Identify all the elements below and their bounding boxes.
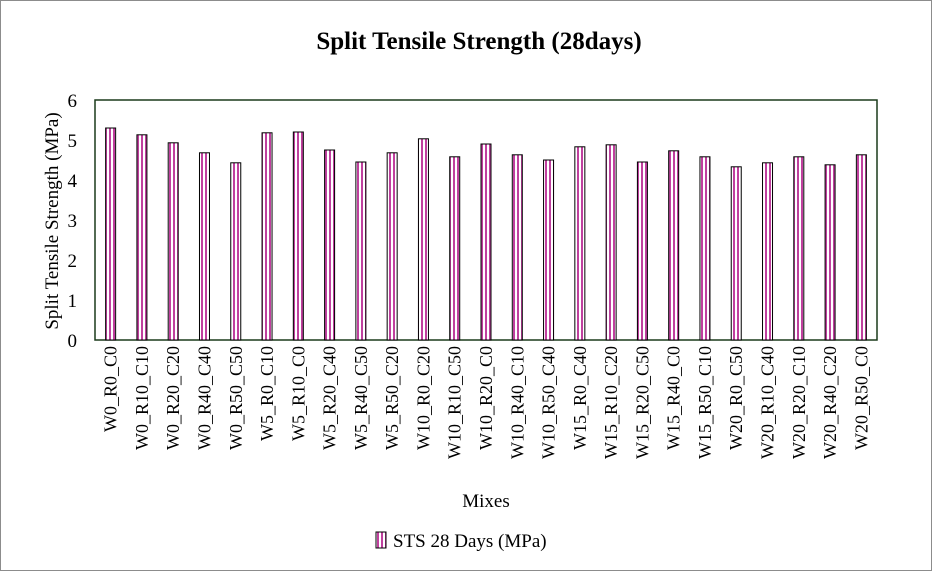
x-tick-label: W0_R40_C40 bbox=[194, 346, 214, 450]
x-tick-label: W15_R0_C40 bbox=[570, 346, 590, 450]
x-tick-label: W0_R20_C20 bbox=[163, 346, 183, 450]
x-tick-label: W15_R10_C20 bbox=[601, 346, 621, 459]
bar-W5_R40_C50 bbox=[355, 161, 367, 341]
x-tick-label: W20_R0_C50 bbox=[726, 346, 746, 450]
bar-W5_R0_C10 bbox=[261, 132, 273, 341]
bar-W10_R0_C20 bbox=[417, 138, 429, 341]
legend-label: STS 28 Days (MPa) bbox=[393, 531, 547, 552]
x-tick-label: W10_R20_C0 bbox=[476, 346, 496, 450]
y-axis-ticks: 0 1 2 3 4 5 6 bbox=[68, 91, 78, 352]
y-tick-label: 2 bbox=[68, 251, 78, 272]
bar-W20_R50_C0 bbox=[855, 154, 867, 341]
bar-W10_R10_C50 bbox=[449, 156, 461, 341]
x-tick-label: W5_R50_C20 bbox=[382, 346, 402, 450]
x-tick-label: W10_R10_C50 bbox=[445, 346, 465, 459]
x-tick-label: W0_R0_C0 bbox=[101, 346, 121, 432]
bar-W15_R40_C0 bbox=[668, 150, 680, 341]
x-tick-label: W10_R0_C20 bbox=[413, 346, 433, 450]
y-tick-label: 1 bbox=[68, 291, 78, 312]
legend: STS 28 Days (MPa) bbox=[375, 531, 547, 552]
bar-W10_R40_C10 bbox=[511, 154, 523, 341]
bar-W20_R20_C10 bbox=[793, 156, 805, 341]
x-tick-label: W5_R20_C40 bbox=[320, 346, 340, 450]
x-tick-label: W20_R10_C40 bbox=[758, 346, 778, 459]
bar-W5_R50_C20 bbox=[386, 152, 398, 341]
bar-W5_R10_C0 bbox=[292, 131, 304, 341]
x-tick-label: W10_R50_C40 bbox=[539, 346, 559, 459]
y-tick-label: 4 bbox=[68, 171, 78, 192]
x-tick-label: W5_R40_C50 bbox=[351, 346, 371, 450]
x-tick-label: W20_R50_C0 bbox=[851, 346, 871, 450]
bar-W20_R10_C40 bbox=[762, 162, 774, 341]
bar-W20_R0_C50 bbox=[730, 166, 742, 341]
chart-title: Split Tensile Strength (28days) bbox=[316, 28, 641, 55]
x-tick-label: W20_R40_C20 bbox=[820, 346, 840, 459]
bar-W0_R40_C40 bbox=[198, 152, 210, 341]
bar-W20_R40_C20 bbox=[824, 164, 836, 341]
y-axis-title: Split Tensile Strength (MPa) bbox=[42, 112, 63, 329]
x-tick-label: W20_R20_C10 bbox=[789, 346, 809, 459]
y-tick-label: 0 bbox=[68, 331, 78, 352]
bar-W5_R20_C40 bbox=[324, 149, 336, 341]
bar-W0_R0_C0 bbox=[105, 127, 117, 341]
x-tick-label: W5_R10_C0 bbox=[288, 346, 308, 441]
bar-W0_R10_C10 bbox=[136, 134, 148, 341]
x-axis-title: Mixes bbox=[462, 491, 510, 512]
bar-W15_R10_C20 bbox=[605, 144, 617, 341]
x-tick-label: W0_R10_C10 bbox=[132, 346, 152, 450]
x-tick-label: W15_R50_C10 bbox=[695, 346, 715, 459]
bar-W15_R20_C50 bbox=[636, 161, 648, 341]
bar-W10_R20_C0 bbox=[480, 143, 492, 341]
x-tick-label: W5_R0_C10 bbox=[257, 346, 277, 441]
x-tick-label: W0_R50_C50 bbox=[226, 346, 246, 450]
bar-W10_R50_C40 bbox=[543, 159, 555, 341]
x-tick-label: W15_R40_C0 bbox=[664, 346, 684, 450]
x-tick-label: W10_R40_C10 bbox=[507, 346, 527, 459]
bar-W15_R0_C40 bbox=[574, 146, 586, 341]
x-tick-label: W15_R20_C50 bbox=[632, 346, 652, 459]
y-tick-label: 3 bbox=[68, 211, 78, 232]
bars-group bbox=[105, 127, 867, 341]
bar-W15_R50_C10 bbox=[699, 156, 711, 341]
x-axis-labels: W0_R0_C0 W0_R10_C10 W0_R20_C20 W0_R40_C40 W0… bbox=[101, 346, 872, 459]
legend-swatch bbox=[375, 531, 387, 549]
bar-W0_R50_C50 bbox=[230, 162, 242, 341]
y-tick-label: 5 bbox=[68, 131, 78, 152]
y-tick-label: 6 bbox=[68, 91, 78, 112]
bar-W0_R20_C20 bbox=[167, 142, 179, 341]
